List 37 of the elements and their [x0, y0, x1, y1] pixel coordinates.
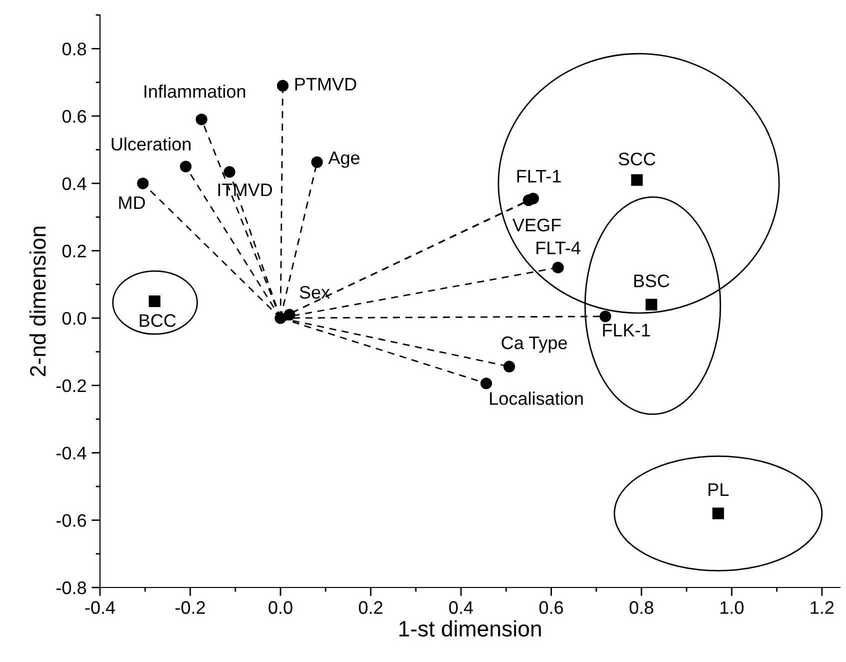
annotation: FLT-4: [536, 242, 580, 254]
x-tick-label: 0.8: [630, 601, 654, 614]
annotation: FLK-1: [603, 324, 650, 336]
y-tick-label: -0.8: [56, 581, 86, 594]
x-tick-label: 0.4: [449, 601, 473, 614]
annotation: Ca Type: [502, 336, 567, 353]
x-tick-label: 0.2: [358, 601, 382, 614]
annotation: Inflammation: [144, 84, 246, 98]
y-tick-label: -0.4: [56, 446, 86, 460]
annotation: PL: [708, 483, 729, 496]
x-tick-label: 0.6: [539, 601, 563, 614]
x-tick-label: 1.2: [810, 601, 834, 614]
x-tick-label: -0.2: [175, 601, 205, 614]
y-tick-label: 0.0: [62, 312, 86, 325]
x-tick-label: 0.0: [268, 601, 292, 614]
annotation: Age: [328, 152, 360, 168]
annotation: BCC: [140, 314, 176, 327]
annotation: BSC: [634, 274, 670, 288]
y-axis-title: 2-nd dimension: [29, 226, 46, 376]
y-tick-label: 0.8: [62, 42, 86, 56]
annotation: VEGF: [512, 218, 561, 232]
annotation: SCC: [618, 152, 656, 166]
annotation: FLT-1: [517, 170, 561, 182]
y-tick-label: -0.2: [56, 379, 86, 392]
x-axis-title: 1-st dimension: [399, 620, 541, 637]
annotation: PTMVD: [295, 78, 356, 90]
annotation: Sex: [300, 286, 330, 299]
y-tick-label: -0.6: [56, 514, 86, 527]
y-tick-label: 0.4: [62, 177, 86, 190]
annotation: ITMVD: [218, 184, 272, 196]
x-tick-label: 1.0: [720, 601, 744, 614]
y-tick-label: 0.6: [62, 110, 86, 123]
annotation: Ulceration: [112, 137, 190, 151]
x-tick-label: -0.4: [85, 601, 116, 614]
y-tick-label: 0.2: [62, 244, 86, 258]
annotation: MD: [119, 196, 145, 209]
annotation: Localisation: [490, 392, 583, 405]
